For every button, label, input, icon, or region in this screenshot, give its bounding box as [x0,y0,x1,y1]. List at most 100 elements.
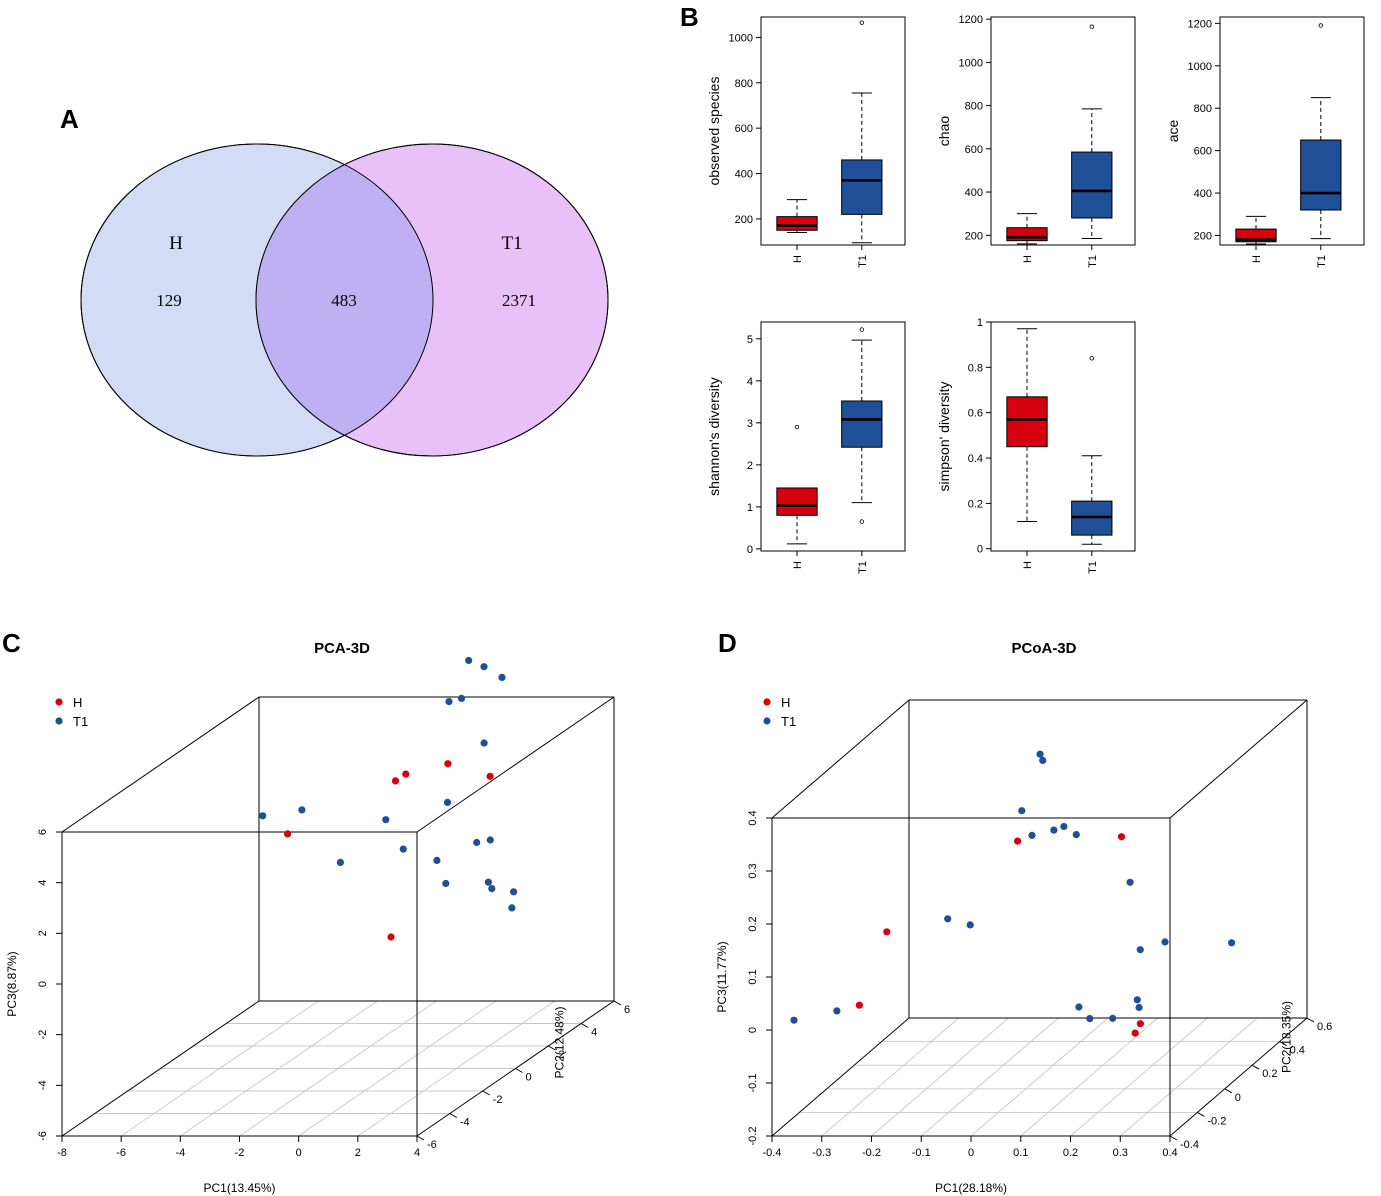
y-tick-label: 0 [526,1072,532,1084]
z-tick-label: -2 [37,1030,49,1040]
y-tick-label: 0.2 [968,498,983,510]
legend-marker-t1 [55,717,63,725]
data-point-t1 [473,838,481,847]
data-point-t1 [399,845,407,853]
data-point-h [486,772,494,780]
outlier-point [859,519,864,524]
y-tick [1224,1088,1233,1094]
x-tick-label: -8 [57,1147,67,1159]
y-tick-label: 3 [747,418,753,430]
data-point-t1 [486,836,494,844]
data-point-t1 [1050,826,1058,834]
data-point-t1 [1228,939,1236,947]
z-tick-label: -0.1 [747,1074,759,1093]
y-tick-label: 0 [1235,1092,1241,1104]
x-tick-label: H [792,255,804,263]
y-tick-label: 400 [735,169,753,181]
data-point-t1 [465,656,473,665]
venn-label-t1: T1 [501,233,522,254]
x-tick-label: -0.1 [912,1147,931,1159]
outlier-point [1318,23,1323,28]
data-point-h [444,760,452,768]
data-point-t1 [457,694,466,703]
data-point-t1 [508,904,516,912]
y-tick-label: 1000 [1188,61,1212,73]
x-tick-label: T1 [1087,255,1099,268]
y-tick [515,1068,523,1073]
data-point-t1 [298,806,306,814]
data-point-t1 [790,1016,798,1024]
y-tick-label: 0.6 [1317,1021,1332,1033]
data-point-t1 [1136,946,1144,954]
data-point-h [1131,1029,1139,1037]
z-tick-label: 6 [37,829,49,835]
x-tick-label: 4 [414,1147,420,1159]
pca-3d-plot: -8 -6 -4 -2 0 2 4 -6 -4 -2 0 2 4 6 -6 -4 -2 0 2 4 6 PC1(13.45… [5,640,630,1195]
box-iqr [1006,396,1048,448]
x-tick-label: -0.3 [812,1147,831,1159]
y-tick-label: 0.6 [968,408,983,420]
data-point-t1 [1086,1015,1094,1023]
venn-outline-t1 [255,143,609,457]
x-tick-label: 0 [968,1147,974,1159]
y-tick-label: 0.4 [1290,1045,1305,1057]
y-tick-label: -2 [493,1094,503,1106]
y-axis-label: PC2(12.48%) [553,1006,567,1078]
legend-label-t1: T1 [73,714,88,729]
y-tick-label: 5 [747,334,753,346]
z-tick-label: 0 [37,981,49,987]
y-tick-label: 800 [735,78,753,90]
floor-grid-line [1119,1017,1258,1137]
box-t1 [1071,356,1113,545]
box-t1 [1300,23,1342,240]
data-point-t1 [509,888,518,896]
z-tick-label: -0.2 [747,1127,759,1146]
y-tick-label: 1000 [729,32,753,44]
z-axis-label: PC3(8.87%) [5,951,19,1016]
y-tick-label: 1 [977,317,983,329]
data-point-t1 [336,858,344,867]
data-point-t1 [1072,831,1080,839]
data-point-t1 [445,698,453,706]
x-tick-label: T1 [857,561,869,574]
x-axis-label: PC1(13.45%) [203,1181,275,1195]
box-iqr [1071,151,1113,219]
y-tick-label: 400 [1194,188,1212,200]
z-tick-label: -6 [37,1131,49,1141]
venn-label-h: H [169,233,183,254]
box-h [776,424,818,545]
legend-marker-h [763,698,771,706]
outlier-point [794,424,800,430]
data-point-h [391,777,400,785]
z-axis-label: PC3(11.77%) [715,941,729,1012]
boxplot-chao: 200 400 600 800 1000 1200 chao H T1 [936,14,1136,268]
data-point-t1 [944,915,952,923]
chart-title: PCoA-3D [1011,640,1076,657]
y-tick-label: 0 [747,544,753,556]
z-tick-label: 0.3 [747,863,759,878]
plot-frame [760,321,906,552]
plot-frame [990,321,1136,552]
data-point-t1 [1109,1014,1117,1022]
data-point-t1 [1161,938,1169,946]
floor-grid-line [970,1017,1109,1137]
data-point-t1 [1133,996,1141,1004]
outlier-point [859,327,864,332]
cube-edge [771,1017,910,1137]
y-tick [482,1090,490,1096]
x-tick-label: 0 [296,1147,302,1159]
y-tick-label: 0 [977,544,983,556]
cube-edge [771,699,910,819]
y-tick [580,1023,589,1028]
y-tick-label: 0.2 [1262,1068,1277,1080]
venn-count-h-only: 129 [156,291,182,310]
data-point-t1 [1028,831,1036,840]
data-point-t1 [833,1007,841,1015]
y-tick-label: 1000 [959,57,983,69]
y-tick-label: 600 [735,123,753,135]
data-point-t1 [966,921,974,929]
y-axis-label: chao [936,116,952,147]
data-point-t1 [1135,1003,1143,1012]
data-point-t1 [442,879,450,888]
legend-label-h: H [73,695,82,710]
